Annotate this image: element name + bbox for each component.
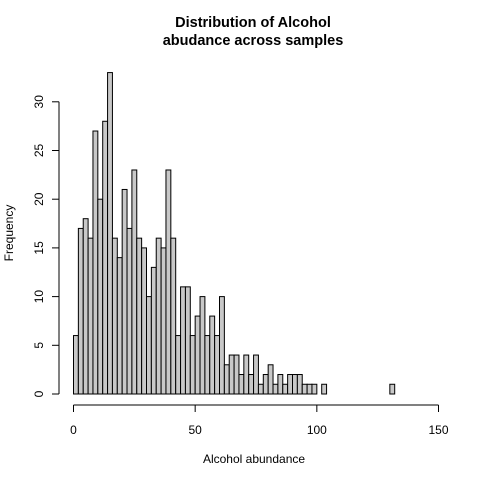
histogram-bar	[224, 365, 229, 394]
histogram-bar	[195, 316, 200, 394]
histogram-bar	[147, 297, 152, 394]
bars-group	[74, 73, 480, 394]
histogram-bar	[215, 336, 220, 394]
histogram-bar	[244, 355, 249, 394]
histogram-bar	[108, 73, 113, 394]
y-tick-label: 25	[32, 144, 46, 158]
histogram-bar	[74, 336, 79, 394]
histogram-bar	[210, 316, 215, 394]
y-axis: 0 5 10 15 20 25 30	[32, 95, 59, 398]
histogram-bar	[288, 375, 293, 394]
histogram-bar	[278, 375, 283, 394]
histogram-bar	[122, 189, 127, 394]
histogram-bar	[127, 228, 132, 394]
histogram-bar	[268, 365, 273, 394]
histogram-bar	[307, 384, 312, 394]
chart-title-line1: Distribution of Alcohol	[175, 15, 331, 31]
histogram-bar	[312, 384, 317, 394]
histogram-bar	[166, 170, 171, 394]
histogram-bar	[117, 258, 122, 394]
histogram-bar	[239, 375, 244, 394]
histogram-bar	[78, 228, 83, 394]
histogram-bar	[205, 336, 210, 394]
y-tick-label: 15	[32, 241, 46, 255]
histogram-bar	[293, 375, 298, 394]
y-tick-label: 20	[32, 192, 46, 206]
x-axis-label: Alcohol abundance	[203, 452, 305, 466]
histogram-bar	[181, 287, 186, 394]
x-tick-label: 150	[428, 423, 448, 437]
histogram-bar	[258, 384, 263, 394]
histogram-bar	[93, 131, 98, 394]
y-tick-label: 30	[32, 95, 46, 109]
x-tick-label: 0	[70, 423, 77, 437]
histogram-bar	[234, 355, 239, 394]
histogram-bar	[161, 248, 166, 394]
histogram-bar	[171, 238, 176, 394]
chart-title-line2: abudance across samples	[163, 33, 344, 49]
histogram-bar	[263, 375, 268, 394]
y-axis-label: Frequency	[2, 205, 16, 262]
x-tick-label: 50	[188, 423, 202, 437]
y-tick-label: 5	[32, 342, 46, 349]
histogram-bar	[220, 297, 225, 394]
x-axis: 0 50 100 150	[70, 405, 449, 437]
histogram-bar	[273, 384, 278, 394]
histogram-bar	[322, 384, 327, 394]
histogram-bar	[283, 384, 288, 394]
histogram-bar	[297, 375, 302, 394]
histogram-bar	[390, 384, 395, 394]
histogram-bar	[98, 199, 103, 394]
histogram-bar	[112, 238, 117, 394]
histogram-bar	[200, 297, 205, 394]
histogram-bar	[137, 238, 142, 394]
histogram-bar	[103, 121, 108, 394]
y-tick-label: 10	[32, 290, 46, 304]
histogram-bar	[302, 384, 307, 394]
y-tick-label: 0	[32, 390, 46, 397]
histogram-bar	[156, 238, 161, 394]
histogram-bar	[142, 248, 147, 394]
histogram-bar	[176, 336, 181, 394]
histogram-bar	[185, 287, 190, 394]
histogram-bar	[88, 238, 93, 394]
x-tick-label: 100	[307, 423, 327, 437]
histogram-bar	[132, 170, 137, 394]
histogram-bar	[254, 355, 259, 394]
histogram-bar	[151, 267, 156, 394]
histogram-bar	[83, 219, 88, 394]
histogram-bar	[229, 355, 234, 394]
histogram-bar	[190, 336, 195, 394]
histogram-bar	[249, 375, 254, 394]
